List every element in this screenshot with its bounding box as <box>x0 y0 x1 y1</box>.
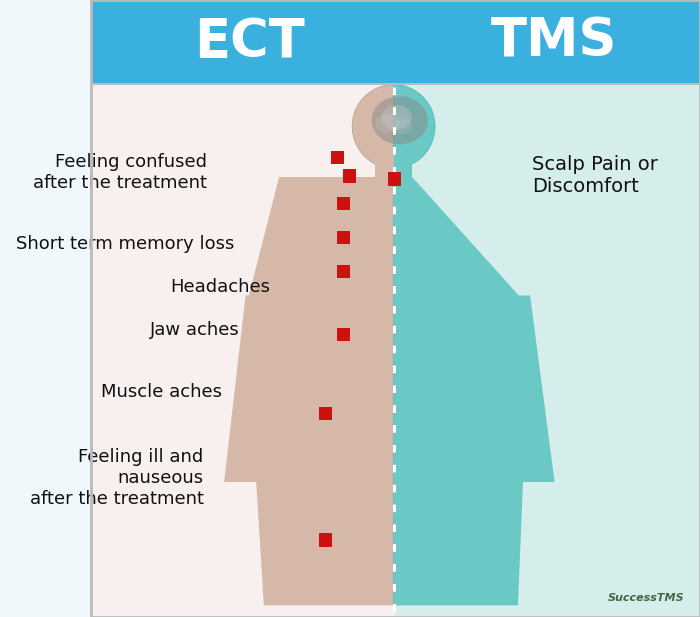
Polygon shape <box>393 178 529 605</box>
Bar <box>393 178 394 605</box>
Bar <box>91 0 700 83</box>
Bar <box>318 407 332 420</box>
Text: TMS: TMS <box>491 15 617 68</box>
Polygon shape <box>225 296 280 481</box>
Text: Scalp Pain or
Discomfort: Scalp Pain or Discomfort <box>533 155 659 196</box>
Text: SuccessTMS: SuccessTMS <box>608 594 685 603</box>
Polygon shape <box>246 178 393 605</box>
Bar <box>337 328 351 341</box>
Ellipse shape <box>372 96 428 144</box>
Bar <box>337 265 351 278</box>
Bar <box>318 533 332 547</box>
Ellipse shape <box>382 105 412 130</box>
Text: ECT: ECT <box>194 15 304 68</box>
Ellipse shape <box>393 118 412 134</box>
Ellipse shape <box>375 114 400 133</box>
Bar <box>331 151 344 164</box>
Bar <box>393 147 412 181</box>
Bar <box>375 147 393 181</box>
Polygon shape <box>517 296 554 481</box>
Bar <box>337 197 351 210</box>
Text: Feeling ill and
nauseous
after the treatment: Feeling ill and nauseous after the treat… <box>29 449 204 508</box>
Bar <box>343 169 356 183</box>
Text: Headaches: Headaches <box>171 278 271 296</box>
Text: Feeling confused
after the treatment: Feeling confused after the treatment <box>33 154 206 192</box>
Wedge shape <box>352 85 393 168</box>
Text: Muscle aches: Muscle aches <box>101 383 222 401</box>
Wedge shape <box>393 85 435 168</box>
Bar <box>91 83 700 85</box>
Text: Short term memory loss: Short term memory loss <box>15 234 234 253</box>
Bar <box>337 231 351 244</box>
Bar <box>388 172 401 186</box>
Text: Jaw aches: Jaw aches <box>150 321 240 339</box>
Bar <box>395 83 700 617</box>
Bar <box>91 83 395 617</box>
